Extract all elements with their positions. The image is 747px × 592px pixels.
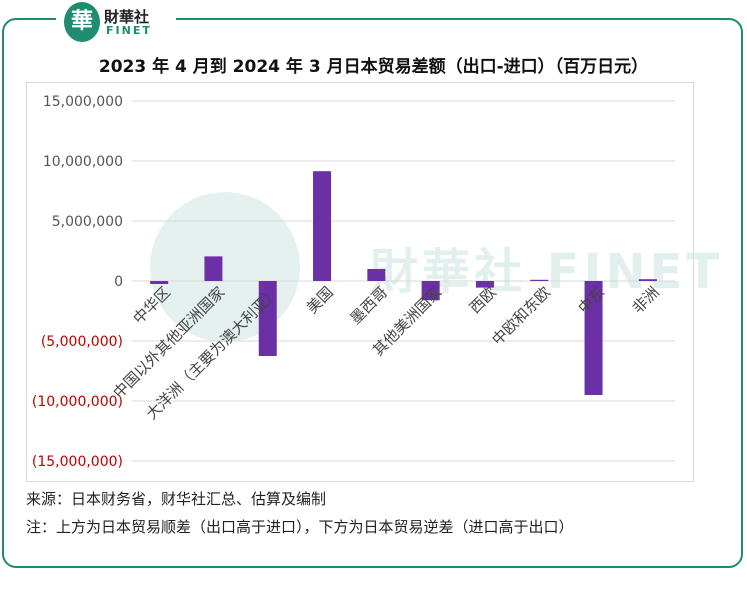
finet-logo-cn: 財華社 [104, 8, 150, 26]
finet-logo-en: FINET [106, 24, 152, 37]
bar-1 [204, 256, 223, 281]
x-tick-label: 美国 [303, 283, 337, 317]
x-tick-label: 中华区 [129, 283, 174, 328]
bar-0 [150, 281, 169, 284]
footnote: 注：上方为日本贸易顺差（出口高于进口），下方为日本贸易逆差（进口高于出口） [26, 518, 574, 536]
y-tick-label: 5,000,000 [52, 214, 123, 230]
plot-frame [26, 82, 694, 482]
x-tick-label: 中欧和东欧 [488, 283, 554, 349]
x-tick-label: 非洲 [629, 283, 663, 317]
x-tick-label: 墨西哥 [347, 283, 392, 328]
chart-title: 2023 年 4 月到 2024 年 3 月日本贸易差额（出口-进口）（百万日元… [98, 57, 649, 77]
x-tick-label: 中东 [574, 283, 608, 317]
bar-6 [475, 281, 494, 288]
bar-8 [584, 281, 603, 395]
y-tick-label: (10,000,000) [32, 394, 123, 410]
chart-card [2, 18, 743, 568]
finet-logo: 華 財華社 FINET [56, 0, 176, 44]
bar-9 [638, 279, 657, 281]
bar-7 [530, 279, 549, 281]
bar-3 [313, 171, 332, 281]
bar-2 [258, 281, 277, 356]
source-note: 来源：日本财务省，财华社汇总、估算及编制 [26, 490, 327, 508]
y-tick-label: (15,000,000) [32, 454, 123, 470]
y-tick-label: 15,000,000 [43, 94, 123, 110]
bar-4 [367, 269, 386, 281]
y-tick-label: 10,000,000 [43, 154, 123, 170]
bar-5 [421, 281, 440, 301]
x-tick-label: 西欧 [466, 283, 500, 317]
finet-logo-mark: 華 [64, 2, 100, 42]
y-tick-label: 0 [114, 274, 123, 290]
y-tick-label: (5,000,000) [41, 334, 123, 350]
